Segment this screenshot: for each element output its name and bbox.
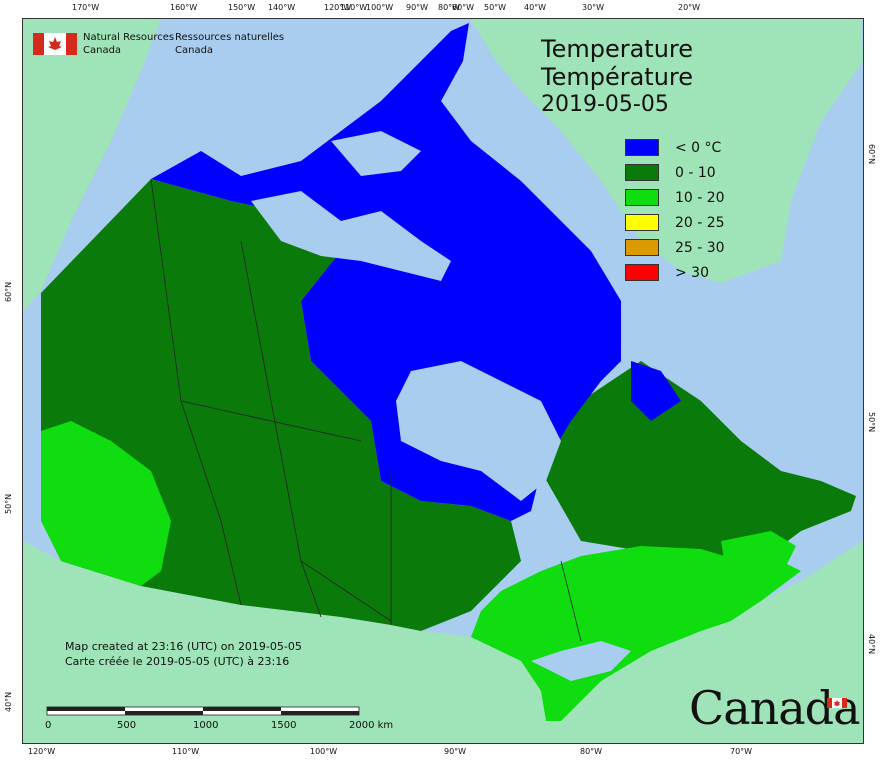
- legend-label: < 0 °C: [675, 139, 722, 156]
- provincial-boundaries: [150, 178, 582, 642]
- legend-label: 0 - 10: [675, 164, 716, 181]
- title-fr: Température: [541, 63, 694, 91]
- legend-item: 20 - 25: [625, 210, 725, 235]
- bottom-lon-label: 70°W: [730, 747, 753, 756]
- agency-name-en-line2: Canada: [83, 45, 122, 56]
- legend-label: 25 - 30: [675, 239, 725, 256]
- canada-flag-icon: [33, 33, 77, 59]
- right-lat-label: 40°N: [867, 634, 876, 655]
- top-lon-label: 30°W: [582, 3, 605, 12]
- legend-label: > 30: [675, 264, 709, 281]
- top-lon-label: 20°W: [678, 3, 701, 12]
- map-date: 2019-05-05: [541, 92, 669, 117]
- top-lon-label: 170°W: [72, 3, 100, 12]
- top-lon-label: 80°W: [438, 3, 461, 12]
- bottom-lon-label: 90°W: [444, 747, 467, 756]
- top-lon-label: 40°W: [524, 3, 547, 12]
- legend-label: 20 - 25: [675, 214, 725, 231]
- top-lon-label: 100°W: [366, 3, 394, 12]
- hudson-bay: [396, 361, 561, 501]
- scale-label: 0: [45, 720, 52, 731]
- credits-fr: Carte créée le 2019-05-05 (UTC) à 23:16: [65, 655, 290, 668]
- scale-label: 500: [117, 720, 137, 731]
- legend-swatch: [625, 214, 659, 231]
- map-credits: Map created at 23:16 (UTC) on 2019-05-05…: [65, 639, 302, 669]
- legend: < 0 °C 0 - 10 10 - 20 20 - 25 25 - 30 > 30: [625, 135, 725, 285]
- temperature-map[interactable]: Natural Resources Canada Ressources natu…: [22, 18, 864, 744]
- top-lon-label: 150°W: [228, 3, 256, 12]
- legend-item: 25 - 30: [625, 235, 725, 260]
- region-cool-east: [541, 361, 856, 561]
- agency-name-fr: Ressources naturelles Canada: [175, 31, 284, 57]
- arctic-channel: [251, 191, 451, 281]
- bottom-lon-label: 110°W: [172, 747, 200, 756]
- region-mild-bc: [41, 421, 171, 586]
- top-lon-label: 60°W: [452, 3, 475, 12]
- legend-item: < 0 °C: [625, 135, 725, 160]
- legend-swatch: [625, 139, 659, 156]
- legend-item: > 30: [625, 260, 725, 285]
- top-lon-label: 160°W: [170, 3, 198, 12]
- top-lon-label: 140°W: [268, 3, 296, 12]
- wordmark-flag-icon: [827, 693, 847, 712]
- left-lat-label: 40°N: [4, 691, 13, 712]
- top-lon-label: 90°W: [406, 3, 429, 12]
- bottom-lon-label: 80°W: [580, 747, 603, 756]
- region-mild-ontario-quebec: [471, 546, 801, 721]
- greenland-landmass: [471, 19, 863, 283]
- legend-label: 10 - 20: [675, 189, 725, 206]
- scale-label: 1000: [193, 720, 219, 731]
- legend-swatch: [625, 189, 659, 206]
- bottom-lon-label: 100°W: [310, 747, 338, 756]
- right-lat-label: 50°N: [867, 412, 876, 433]
- bottom-lon-label: 120°W: [28, 747, 56, 756]
- top-lon-label: 110°W: [340, 3, 368, 12]
- region-mild-maritimes: [721, 531, 796, 586]
- title-en: Temperature: [541, 35, 694, 63]
- left-lat-label: 50°N: [4, 493, 13, 514]
- agency-name-en-line1: Natural Resources: [83, 32, 175, 43]
- region-cold-labrador: [631, 361, 681, 421]
- agency-name-fr-line2: Canada: [175, 45, 214, 56]
- scale-bar-graphic: [46, 706, 360, 716]
- alaska-landmass: [23, 19, 161, 311]
- usa-landmass: [23, 541, 863, 743]
- canada-wordmark: Canada: [689, 681, 861, 735]
- legend-item: 10 - 20: [625, 185, 725, 210]
- top-lon-label: 50°W: [484, 3, 507, 12]
- credits-en: Map created at 23:16 (UTC) on 2019-05-05: [65, 640, 302, 653]
- legend-swatch: [625, 164, 659, 181]
- agency-name-en: Natural Resources Canada: [83, 31, 174, 57]
- top-lon-label: 120°W: [324, 3, 352, 12]
- legend-swatch: [625, 239, 659, 256]
- scale-label: 2000 km: [349, 720, 394, 731]
- great-lakes: [531, 641, 631, 681]
- left-lat-label: 60°N: [4, 281, 13, 302]
- arctic-channel: [331, 131, 421, 176]
- scale-label: 1500: [271, 720, 297, 731]
- legend-swatch: [625, 264, 659, 281]
- map-canvas: [23, 19, 863, 743]
- right-lat-label: 60°N: [867, 144, 876, 165]
- agency-name-fr-line1: Ressources naturelles: [175, 32, 285, 43]
- map-title: Temperature Température 2019-05-05: [541, 35, 693, 119]
- legend-item: 0 - 10: [625, 160, 725, 185]
